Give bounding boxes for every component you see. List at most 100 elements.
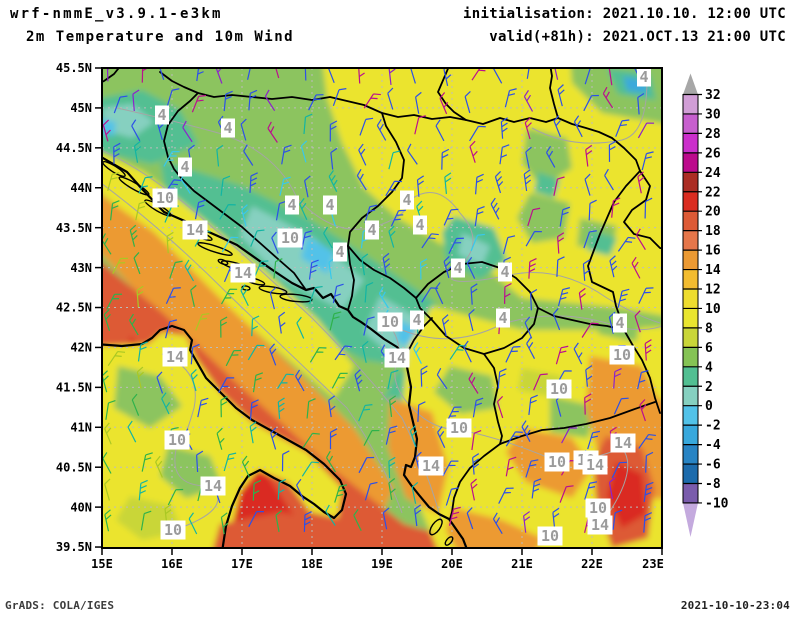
wind-barb (191, 94, 207, 113)
contour-label-value: 10 (613, 346, 631, 364)
colorbar-segment (683, 250, 698, 270)
wind-barb (528, 258, 537, 279)
wind-barb (417, 401, 426, 422)
wind-barb (267, 121, 278, 143)
wind-barb (131, 119, 141, 142)
wind-barb (248, 89, 258, 111)
wind-barb (334, 484, 347, 503)
contour-label-value: 14 (591, 516, 609, 534)
wind-barb (133, 252, 141, 275)
wind-barb (449, 344, 467, 360)
wind-barb (470, 283, 478, 305)
contour-label-box (200, 476, 226, 496)
wind-barb (385, 180, 402, 197)
island-outline (444, 536, 454, 546)
contour-label-box (164, 430, 190, 450)
wind-barb (641, 151, 654, 171)
contour-label-box (182, 220, 208, 240)
temp-region-greece-coast-orange (446, 508, 542, 548)
wind-barb (526, 337, 536, 359)
y-tick-label: 42N (70, 341, 92, 355)
contour-label-value: 4 (402, 191, 411, 209)
wind-barb (323, 226, 333, 249)
contour-label-value: 4 (639, 68, 648, 86)
wind-barb (443, 208, 459, 226)
wind-barb (273, 258, 283, 279)
contour-label-box (585, 498, 611, 518)
wind-barb (106, 293, 122, 310)
wind-barb (188, 512, 198, 535)
wind-barb (559, 206, 570, 227)
wind-barb (220, 512, 229, 535)
wind-barb (248, 510, 264, 528)
wind-barb (552, 308, 561, 331)
island-outline (429, 518, 443, 536)
y-tick-label: 41.5N (56, 381, 92, 395)
temp-region-central-blue-1 (301, 236, 334, 274)
wind-barb (573, 115, 583, 138)
wind-barb (240, 118, 247, 141)
wind-barb (300, 140, 308, 163)
wind-barb (356, 168, 367, 191)
wind-barb (184, 259, 195, 282)
wind-barb (385, 425, 398, 445)
wind-barb (103, 308, 111, 331)
colorbar-tick-label: 14 (705, 263, 721, 278)
wind-barb (361, 340, 369, 363)
wind-barb (332, 88, 347, 106)
contour-label-box (413, 215, 427, 235)
x-tick-label: 21E (511, 557, 533, 571)
wind-barb (195, 313, 210, 331)
contour-label-value: 4 (453, 259, 462, 277)
wind-barb (196, 68, 207, 82)
wind-barb (415, 451, 424, 474)
wind-barb (220, 175, 231, 196)
wind-barb (578, 287, 586, 310)
wind-barb (490, 197, 500, 220)
wind-barb (277, 397, 285, 419)
contour-label-value: 4 (180, 158, 189, 176)
wind-barb (359, 117, 374, 136)
island-outline (258, 285, 288, 295)
wind-barb (468, 372, 479, 394)
temp-region-aegean-red-core (607, 462, 646, 528)
wind-barb (470, 233, 485, 252)
wind-barb (448, 237, 464, 254)
wind-barb (472, 397, 484, 418)
contour-label-box (285, 195, 299, 215)
island-outline (241, 285, 251, 291)
colorbar-segment (683, 464, 698, 484)
wind-barb (197, 397, 209, 418)
y-tick-label: 40.5N (56, 460, 92, 474)
wind-barb (304, 68, 312, 81)
wind-barb (415, 91, 422, 114)
borders-layer (102, 68, 662, 548)
wind-barb (327, 68, 335, 84)
wind-barb (533, 373, 548, 391)
wind-barb (190, 284, 197, 307)
wind-barb (608, 477, 616, 500)
wind-barb (278, 311, 286, 334)
wind-barb (308, 259, 319, 280)
wind-barb (167, 488, 184, 506)
wind-barb (472, 453, 480, 475)
contour-label-box (582, 455, 608, 475)
wind-barb (505, 456, 517, 477)
wind-barb (169, 260, 183, 279)
contour-label-box (544, 452, 570, 472)
wind-barb (358, 456, 375, 474)
wind-barb (281, 144, 292, 165)
wind-barb (388, 456, 396, 479)
colorbar-tick-label: -2 (705, 419, 721, 434)
temp-region-se-green-1 (434, 366, 498, 414)
wind-barb (276, 373, 294, 390)
colorbar-segment (683, 444, 698, 465)
wind-barb (435, 282, 444, 305)
wind-barb (498, 487, 514, 504)
contour-label-value: 14 (388, 349, 406, 367)
contour-label-value: 10 (450, 419, 468, 437)
wind-barb (104, 422, 112, 445)
wind-barb (353, 509, 362, 531)
wind-barb (416, 175, 425, 197)
wind-barb (611, 197, 621, 218)
